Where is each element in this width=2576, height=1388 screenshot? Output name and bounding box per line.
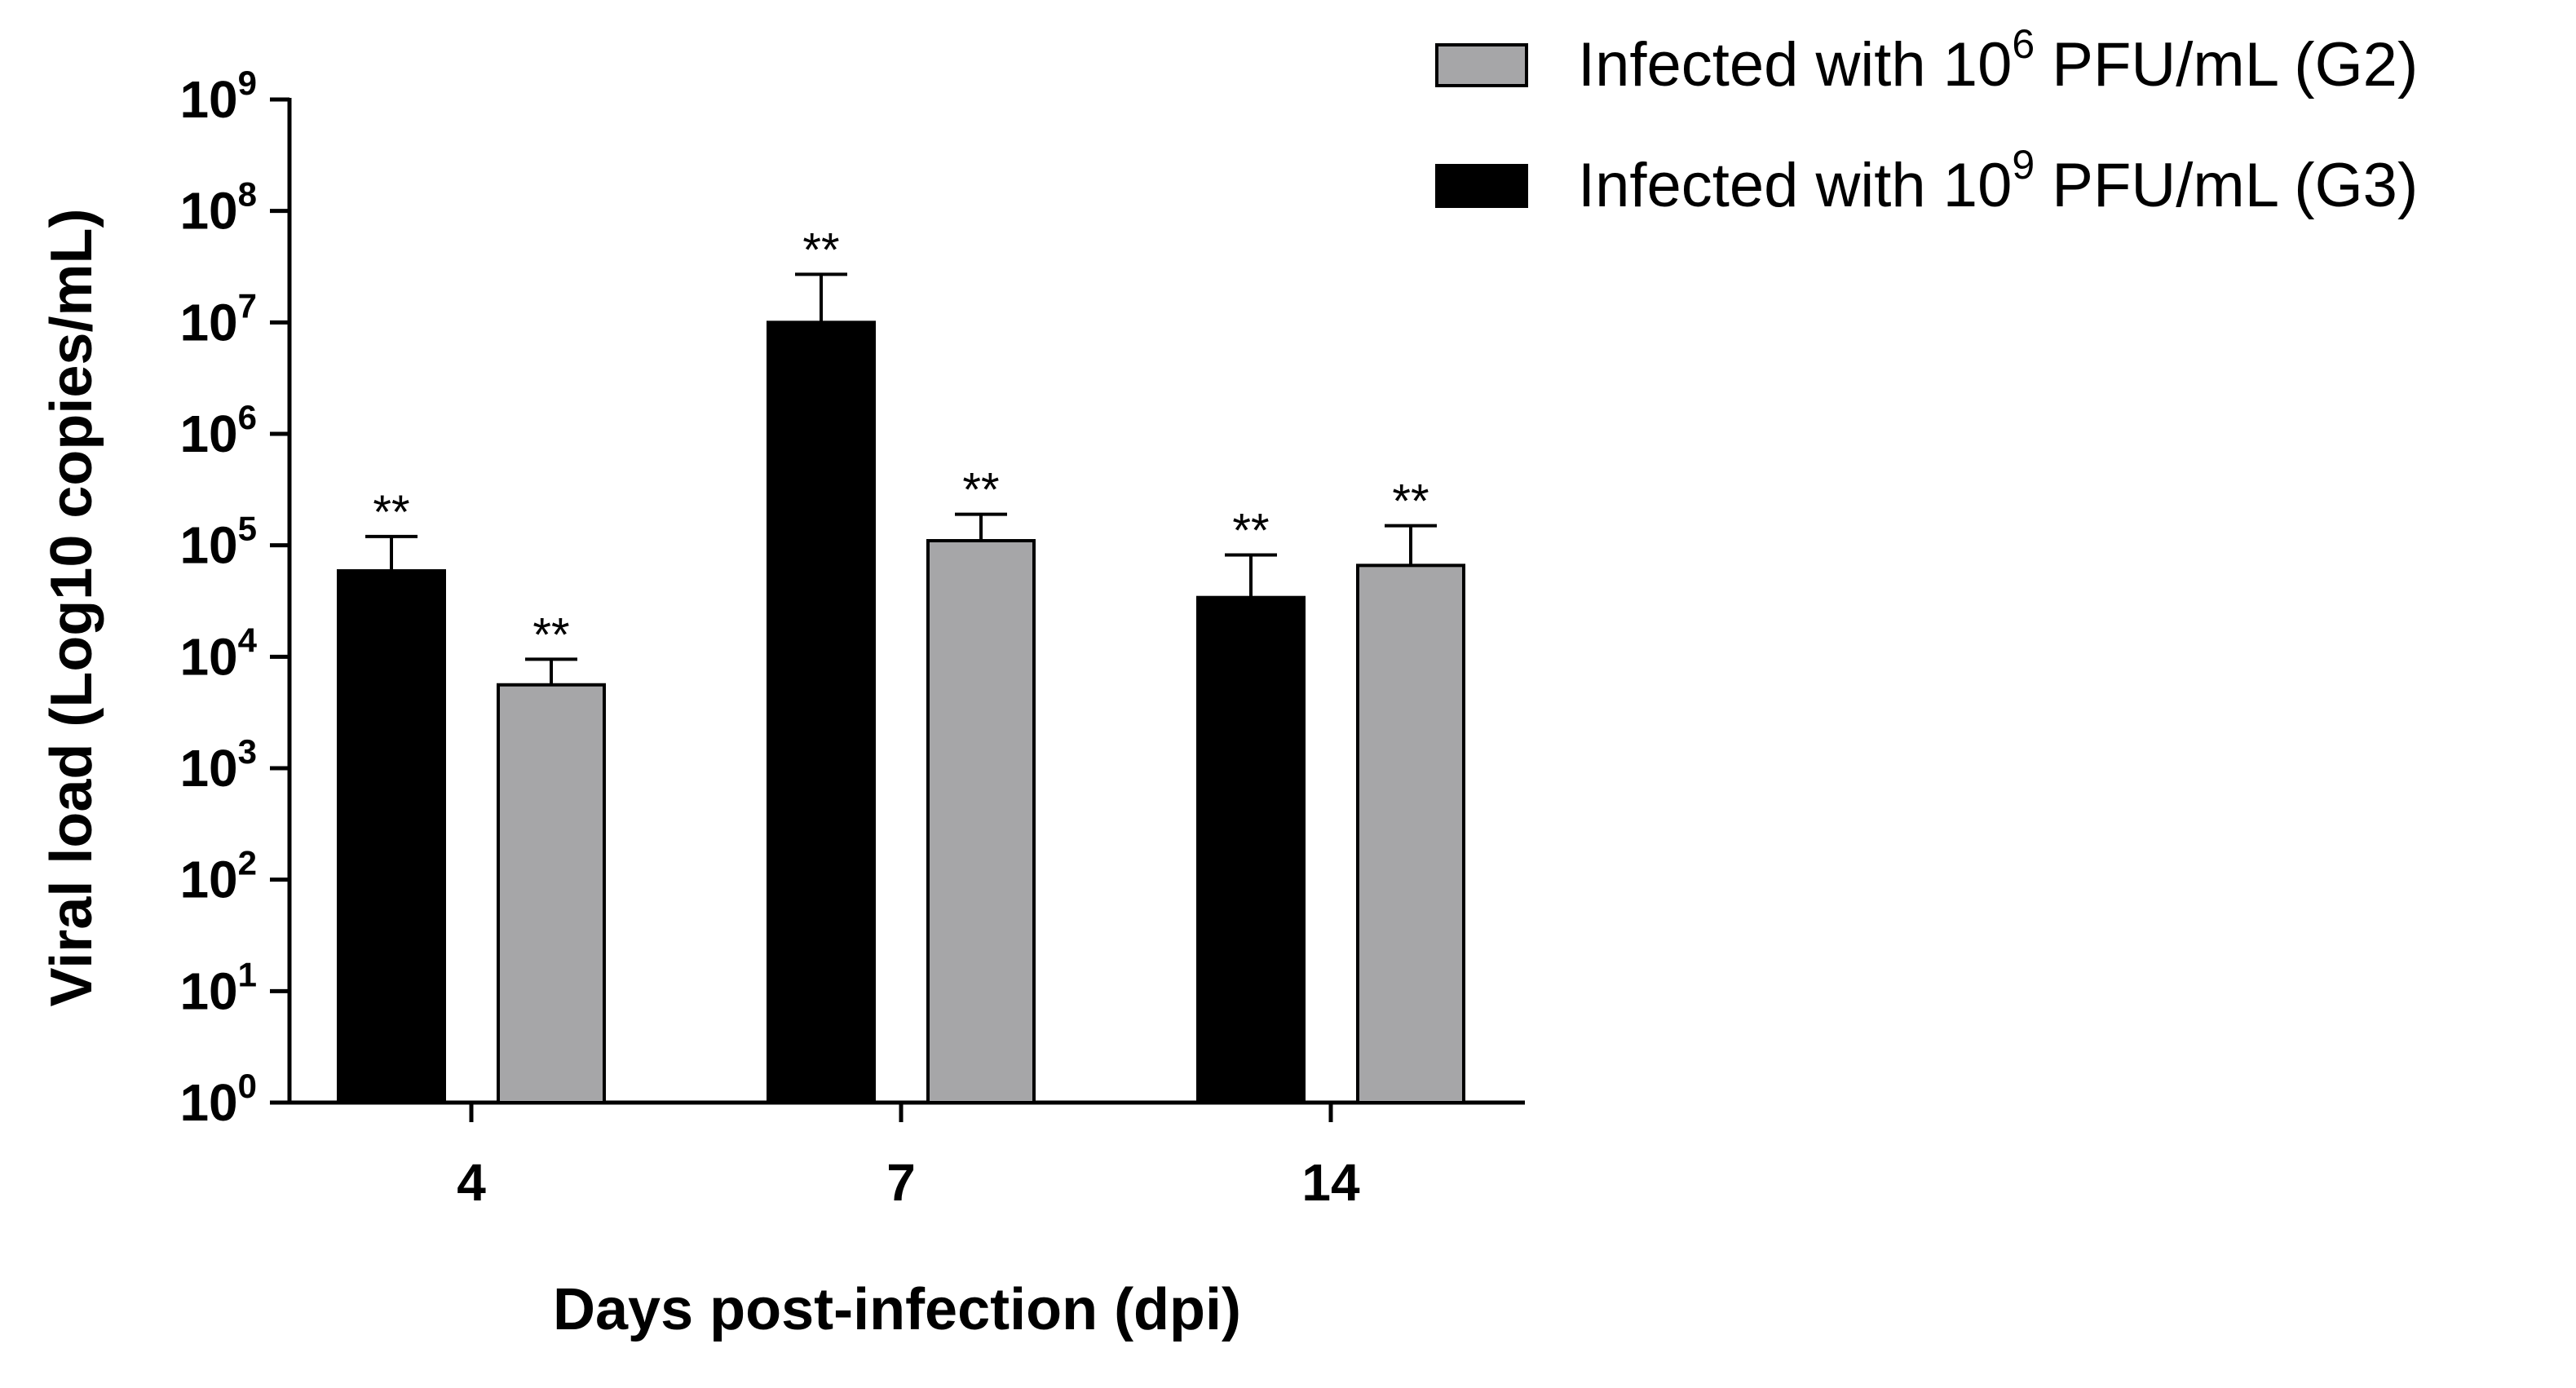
bar bbox=[337, 568, 446, 1104]
y-tick-base: 10 bbox=[179, 961, 237, 1020]
y-tick-exponent: 8 bbox=[238, 175, 257, 214]
y-tick-label: 104 bbox=[179, 621, 257, 686]
x-axis-title: Days post-infection (dpi) bbox=[553, 1277, 1241, 1342]
legend-label-prefix: Infected with 10 bbox=[1578, 30, 2012, 99]
legend: Infected with 106 PFU/mL (G2)Infected wi… bbox=[1435, 21, 2418, 220]
bar bbox=[497, 683, 606, 1104]
y-tick-exponent: 7 bbox=[238, 286, 257, 325]
y-tick-label: 107 bbox=[179, 286, 257, 351]
significance-label: ** bbox=[802, 223, 839, 276]
legend-swatch bbox=[1435, 164, 1528, 208]
bar bbox=[1356, 564, 1465, 1104]
x-tick-label: 4 bbox=[457, 1153, 486, 1212]
legend-swatch bbox=[1435, 43, 1528, 87]
y-tick-label: 103 bbox=[179, 732, 257, 798]
y-tick-exponent: 4 bbox=[238, 621, 258, 659]
y-tick-exponent: 0 bbox=[238, 1067, 257, 1105]
y-tick-base: 10 bbox=[179, 627, 237, 686]
x-tick-label: 7 bbox=[886, 1153, 916, 1212]
y-tick-exponent: 5 bbox=[238, 510, 257, 548]
y-tick-exponent: 3 bbox=[238, 732, 257, 771]
y-tick-exponent: 1 bbox=[238, 955, 257, 993]
significance-label: ** bbox=[962, 464, 999, 517]
y-tick-base: 10 bbox=[179, 404, 237, 463]
y-tick-label: 101 bbox=[179, 955, 257, 1020]
y-tick-exponent: 6 bbox=[238, 398, 257, 436]
y-tick-base: 10 bbox=[179, 516, 237, 575]
y-tick-base: 10 bbox=[179, 851, 237, 909]
legend-label-exponent: 6 bbox=[2012, 21, 2035, 67]
legend-label: Infected with 109 PFU/mL (G3) bbox=[1578, 142, 2418, 220]
significance-label: ** bbox=[1232, 504, 1269, 557]
y-tick-exponent: 2 bbox=[238, 844, 257, 882]
legend-label-suffix: PFU/mL (G3) bbox=[2035, 151, 2418, 220]
significance-label: ** bbox=[1392, 475, 1429, 528]
bar bbox=[926, 539, 1036, 1104]
x-tick-label: 14 bbox=[1301, 1153, 1360, 1212]
legend-label: Infected with 106 PFU/mL (G2) bbox=[1578, 21, 2418, 99]
y-tick-label: 100 bbox=[179, 1067, 257, 1132]
legend-label-suffix: PFU/mL (G2) bbox=[2035, 30, 2418, 99]
y-tick-label: 105 bbox=[179, 510, 257, 575]
legend-label-exponent: 9 bbox=[2012, 142, 2035, 188]
y-tick-base: 10 bbox=[179, 182, 237, 241]
y-tick-label: 109 bbox=[179, 64, 257, 129]
y-tick-base: 10 bbox=[179, 293, 237, 351]
significance-label: ** bbox=[373, 486, 409, 539]
y-tick-label: 108 bbox=[179, 175, 257, 241]
significance-label: ** bbox=[532, 608, 569, 661]
bar bbox=[1196, 595, 1306, 1104]
y-tick-label: 102 bbox=[179, 844, 257, 909]
y-axis-title: Viral load (Log10 copies/mL) bbox=[39, 209, 104, 1007]
bar bbox=[767, 320, 876, 1105]
y-tick-exponent: 9 bbox=[238, 64, 257, 102]
legend-label-prefix: Infected with 10 bbox=[1578, 151, 2012, 220]
y-tick-base: 10 bbox=[179, 70, 237, 129]
y-tick-label: 106 bbox=[179, 398, 257, 463]
y-tick-base: 10 bbox=[179, 1073, 237, 1132]
y-tick-base: 10 bbox=[179, 739, 237, 798]
